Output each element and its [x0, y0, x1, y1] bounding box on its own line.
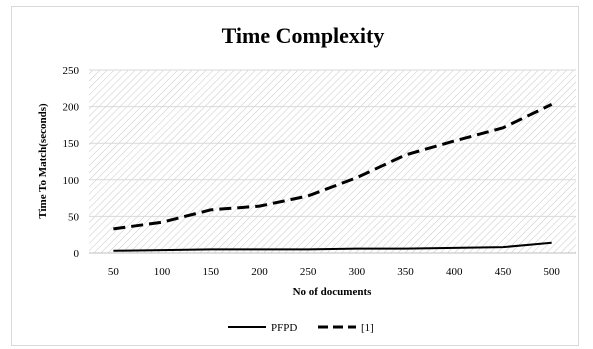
- x-tick-label: 350: [397, 266, 414, 278]
- y-tick-label: 100: [63, 175, 80, 187]
- x-axis-ticks: 50 100 150 200 250 300 350 400 450 500: [108, 266, 561, 278]
- x-tick-label: 400: [446, 266, 463, 278]
- y-tick-label: 0: [74, 248, 80, 260]
- x-tick-label: 50: [108, 266, 120, 278]
- plot-area: [89, 70, 576, 253]
- chart-title: Time Complexity: [222, 23, 385, 48]
- y-tick-label: 250: [63, 65, 80, 77]
- series-layer: [113, 103, 553, 252]
- legend-label-pfpd: PFPD: [271, 322, 297, 334]
- y-axis-ticks: 0 50 100 150 200 250: [63, 65, 80, 260]
- x-tick-label: 500: [543, 266, 560, 278]
- x-tick-label: 450: [495, 266, 512, 278]
- y-tick-label: 150: [63, 138, 80, 150]
- legend-item-ref1: [1]: [318, 322, 374, 334]
- x-tick-label: 300: [349, 266, 366, 278]
- x-tick-label: 150: [203, 266, 220, 278]
- y-tick-label: 200: [63, 102, 80, 114]
- x-axis-label: No of documents: [293, 286, 373, 298]
- x-tick-label: 100: [154, 266, 171, 278]
- series-line-pfpd: [113, 241, 552, 252]
- y-tick-label: 50: [68, 211, 80, 223]
- x-tick-label: 250: [300, 266, 317, 278]
- x-tick-label: 200: [251, 266, 268, 278]
- legend-item-pfpd: PFPD: [228, 322, 297, 334]
- legend-label-ref1: [1]: [361, 322, 374, 334]
- series-line-ref1: [113, 103, 553, 231]
- grid-lines: [89, 69, 576, 254]
- legend: PFPD [1]: [228, 322, 374, 334]
- y-axis-label: Time To Match(seconds): [37, 103, 49, 219]
